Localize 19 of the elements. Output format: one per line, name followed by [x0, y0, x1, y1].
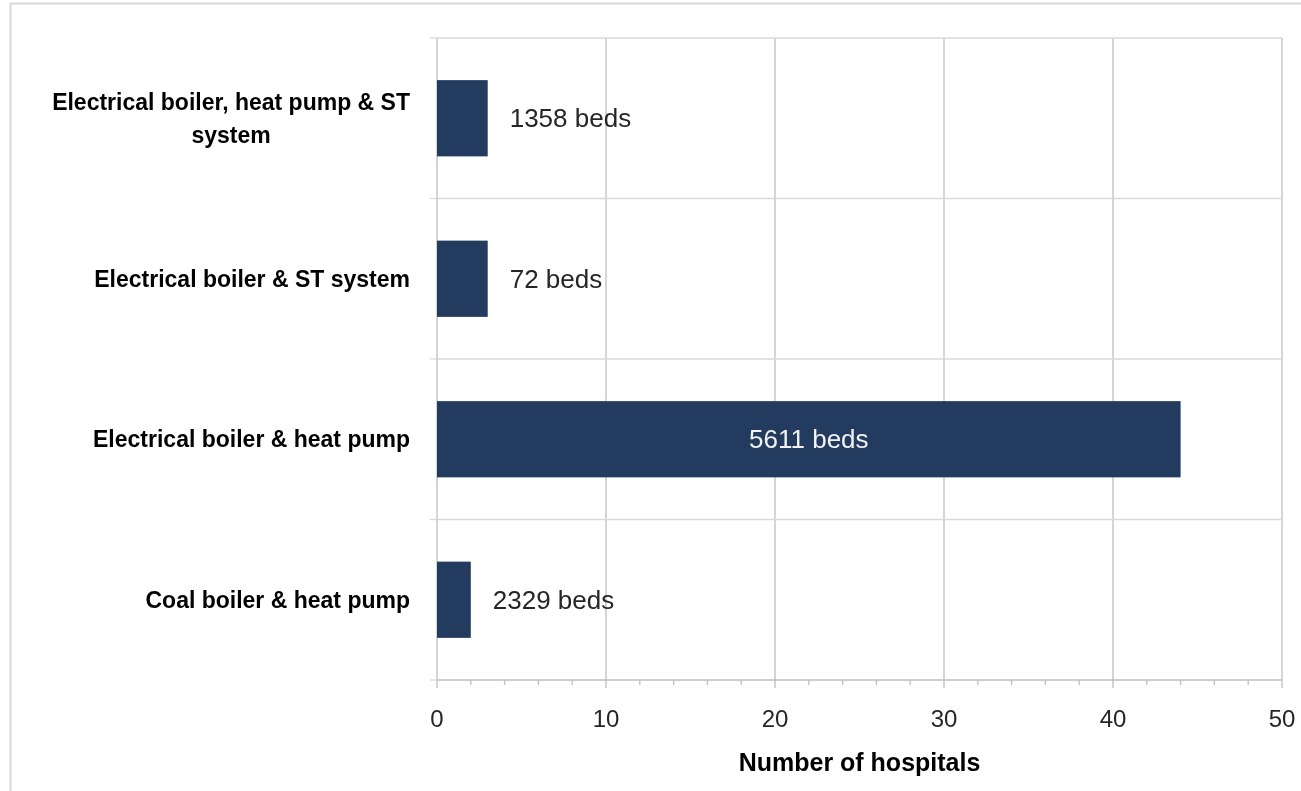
y-tick-label: Electrical boiler & heat pump: [93, 426, 410, 453]
y-tick-label: Electrical boiler & ST system: [94, 265, 410, 292]
x-axis-title: Number of hospitals: [738, 748, 981, 776]
y-tick-label: Coal boiler & heat pump: [145, 586, 410, 613]
annotation: 1358 beds: [509, 103, 632, 134]
x-tick-label: 40: [1099, 704, 1127, 732]
annotation: 5611 beds: [749, 424, 869, 455]
bar: [437, 561, 471, 638]
x-tick-label: 10: [592, 704, 620, 732]
bar: [437, 80, 488, 157]
bar: [437, 240, 488, 317]
annotation: 2329 beds: [492, 584, 615, 615]
annotation: 72 beds: [509, 263, 603, 294]
x-tick-label: 0: [430, 704, 444, 732]
bar: [437, 401, 1181, 478]
x-tick-label: 20: [761, 704, 789, 732]
x-tick-label: 50: [1268, 704, 1296, 732]
x-tick-label: 30: [930, 704, 958, 732]
y-tick-label: Electrical boiler, heat pump & ST system: [52, 88, 410, 148]
